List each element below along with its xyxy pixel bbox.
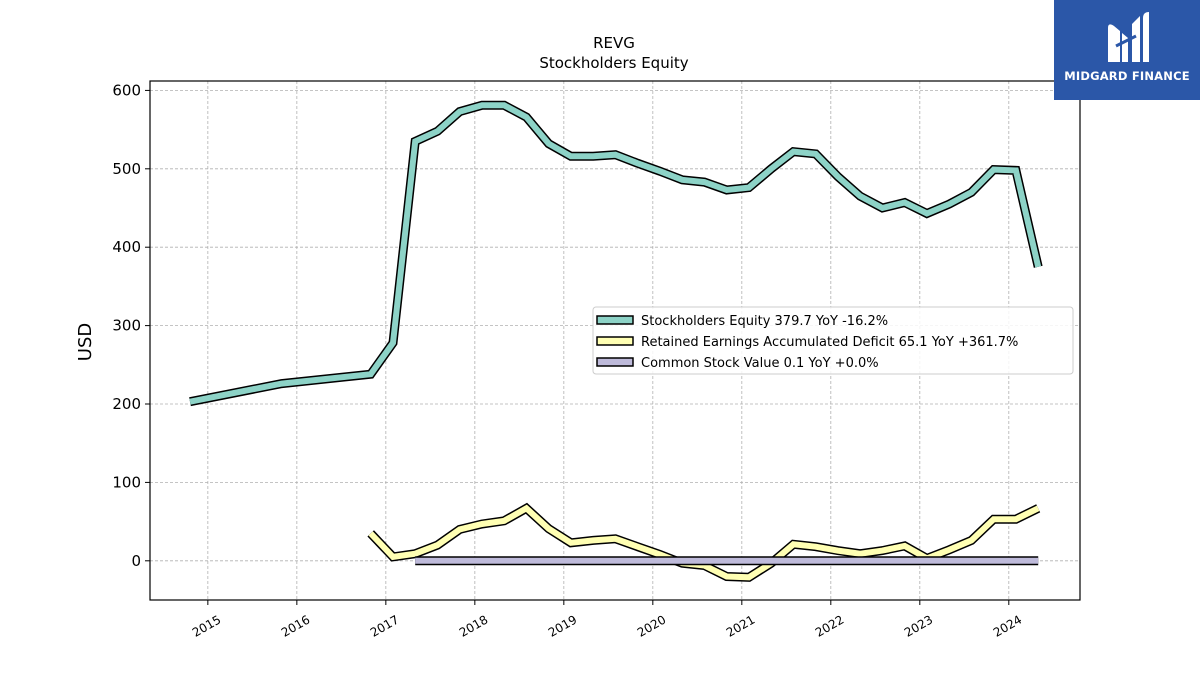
x-tick-label: 2016 (279, 612, 312, 639)
grid (150, 81, 1080, 600)
x-tick-label: 2018 (457, 612, 490, 639)
y-tick-label: 500 (112, 160, 141, 178)
legend-box (592, 306, 1074, 375)
midgard-m-logo-icon (1108, 12, 1149, 62)
x-tick-label: 2023 (902, 612, 935, 639)
series-line-0 (189, 102, 1042, 405)
x-tick-label: 2019 (546, 612, 579, 639)
legend-swatch-1 (596, 336, 634, 346)
y-ticks: 0 100 200 300 400 500 600 (112, 81, 150, 570)
legend-swatch-2 (596, 357, 634, 367)
chart-title: REVG (593, 34, 635, 52)
brand-name: MIDGARD FINANCE (1064, 69, 1190, 83)
series-layer (189, 100, 1043, 582)
x-tick-label: 2020 (635, 612, 668, 639)
y-tick-label: 600 (112, 81, 141, 99)
plot-frame (149, 80, 1081, 601)
chart-subtitle: Stockholders Equity (539, 54, 688, 72)
x-tick-label: 2024 (991, 612, 1024, 639)
x-tick-label: 2022 (813, 612, 846, 639)
x-ticks: 2015 2016 2017 2018 2019 2020 2021 2022 2023 2024 (190, 600, 1024, 640)
y-tick-label: 200 (112, 395, 141, 413)
y-tick-label: 400 (112, 238, 141, 256)
legend-label-2: Common Stock Value 0.1 YoY +0.0% (641, 356, 879, 371)
series-line-1 (368, 504, 1040, 581)
brand-logo: MIDGARD FINANCE (1054, 0, 1200, 100)
legend: Stockholders Equity 379.7 YoY -16.2% Reta… (592, 306, 1074, 375)
legend-label-1: Retained Earnings Accumulated Deficit 65… (641, 335, 1018, 350)
y-axis-label: USD (75, 323, 96, 361)
y-tick-label: 300 (112, 317, 141, 335)
x-tick-label: 2017 (368, 612, 401, 639)
y-tick-label: 100 (112, 473, 141, 491)
y-tick-label: 0 (131, 552, 141, 570)
legend-swatch-0 (596, 315, 634, 325)
legend-label-0: Stockholders Equity 379.7 YoY -16.2% (641, 314, 888, 329)
x-tick-label: 2015 (190, 612, 223, 639)
x-tick-label: 2021 (724, 612, 757, 639)
